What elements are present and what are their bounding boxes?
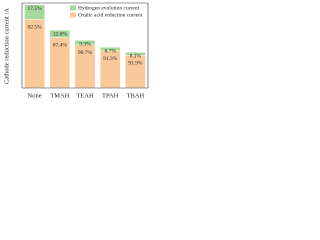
y-axis-label: Cathode reduction current /A <box>3 8 10 84</box>
legend-label: Oxalic acid reduction current <box>78 12 143 18</box>
data-label: 8.7% <box>104 48 116 54</box>
x-tick-label: TEAH <box>76 92 94 99</box>
bar-segment <box>74 40 96 46</box>
legend-swatch <box>70 5 76 11</box>
bar-segment <box>99 47 121 51</box>
data-label: 87.4% <box>53 43 68 49</box>
bar-segment <box>24 4 45 20</box>
x-tick-label: TPAH <box>102 92 119 99</box>
bar-segment <box>49 30 71 38</box>
x-tick-label: None <box>28 92 42 99</box>
page: {"chart_data": {"type": "stacked-bar", "… <box>0 0 320 112</box>
x-tick-label: TMAH <box>50 92 69 99</box>
legend-label: Hydrogen evolution current <box>78 5 140 11</box>
data-label: 90.7% <box>78 50 93 56</box>
data-label: 12.6% <box>53 31 68 37</box>
data-label: 91.3% <box>103 56 118 62</box>
data-label: 17.5% <box>27 6 42 12</box>
data-label: 82.5% <box>27 25 42 31</box>
bar-segment <box>125 52 146 56</box>
chart: Cathode reduction current /A None 82.5% 17… <box>3 2 149 99</box>
data-label: 9.3% <box>79 42 91 48</box>
legend-swatch <box>70 12 76 18</box>
data-label: 8.1% <box>130 54 142 60</box>
data-label: 91.9% <box>128 60 143 66</box>
x-tick-label: TBAH <box>127 92 145 99</box>
